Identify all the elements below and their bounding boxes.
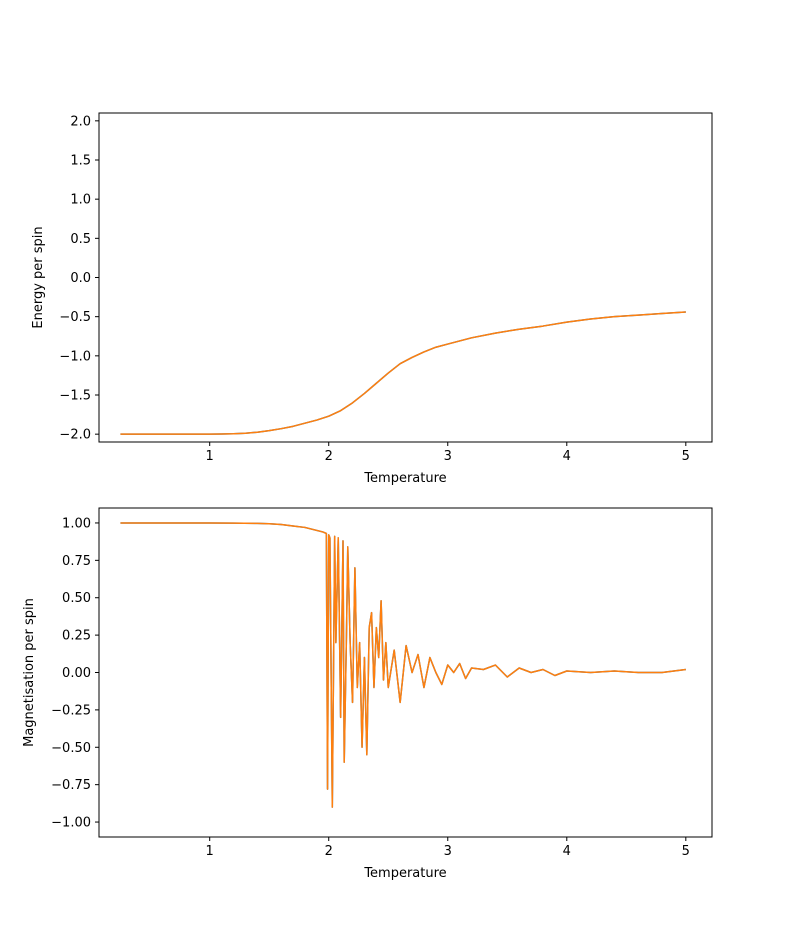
energy-y-tick-label-6: 1.0 [70, 193, 91, 208]
energy-x-tick-label-2: 3 [444, 449, 452, 464]
magnetisation-x-tick-label-4: 5 [682, 844, 690, 859]
energy-x-axis-label: Temperature [363, 471, 446, 486]
energy-y-tick-label-0: −2.0 [59, 428, 91, 443]
magnetisation-series-line [120, 522, 686, 808]
magnetisation-y-tick-label-8: 1.00 [62, 516, 91, 531]
magnetisation-y-tick-label-4: 0.00 [62, 666, 91, 681]
magnetisation-y-tick-label-7: 0.75 [62, 554, 91, 569]
magnetisation-x-axis-label: Temperature [363, 866, 446, 881]
energy-y-tick-label-5: 0.5 [70, 232, 91, 247]
magnetisation-subplot: 1 2 3 4 5 −1.00 −0.75 −0.50 −0.25 0.00 0.25 0.50 0.7… [22, 507, 713, 881]
energy-y-tick-label-3: −0.5 [59, 310, 91, 325]
energy-y-tick-label-7: 1.5 [70, 154, 91, 169]
magnetisation-y-tick-label-0: −1.00 [51, 816, 91, 831]
energy-y-tick-label-4: 0.0 [70, 271, 91, 286]
energy-y-tick-label-8: 2.0 [70, 114, 91, 129]
energy-series-line [120, 311, 686, 435]
energy-x-tick-label-3: 4 [563, 449, 571, 464]
magnetisation-y-tick-label-2: −0.50 [51, 741, 91, 756]
magnetisation-x-tick-label-0: 1 [206, 844, 214, 859]
energy-y-tick-label-2: −1.0 [59, 349, 91, 364]
magnetisation-x-tick-label-3: 4 [563, 844, 571, 859]
magnetisation-y-tick-label-3: −0.25 [51, 703, 91, 718]
energy-y-axis-label: Energy per spin [31, 226, 46, 328]
magnetisation-x-tick-label-2: 3 [444, 844, 452, 859]
energy-x-tick-label-1: 2 [325, 449, 333, 464]
energy-subplot: 1 2 3 4 5 −2.0 −1.5 −1.0 −0.5 0.0 0.5 1.0 1.5 2.0 Tem… [31, 112, 713, 486]
energy-plot-frame [98, 112, 713, 443]
magnetisation-y-tick-label-1: −0.75 [51, 778, 91, 793]
magnetisation-y-tick-label-6: 0.50 [62, 591, 91, 606]
magnetisation-y-tick-label-5: 0.25 [62, 629, 91, 644]
energy-x-tick-label-0: 1 [206, 449, 214, 464]
energy-y-tick-label-1: −1.5 [59, 389, 91, 404]
energy-x-tick-label-4: 5 [682, 449, 690, 464]
magnetisation-y-axis-label: Magnetisation per spin [22, 598, 37, 747]
magnetisation-x-tick-label-1: 2 [325, 844, 333, 859]
magnetisation-plot-frame [98, 507, 713, 838]
